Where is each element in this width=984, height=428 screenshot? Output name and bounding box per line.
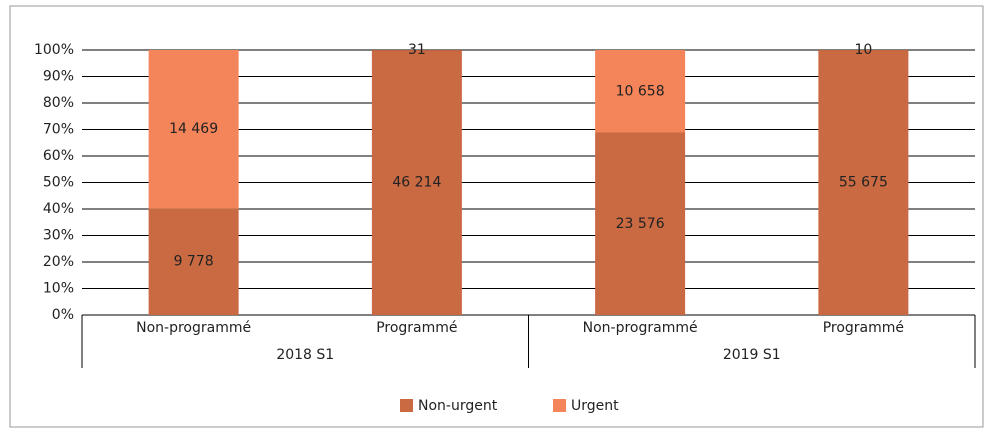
legend-swatch	[400, 399, 413, 412]
group-label: 2018 S1	[276, 347, 334, 363]
legend-swatch	[553, 399, 566, 412]
bar-segment	[818, 50, 909, 316]
bar-segment	[371, 50, 462, 315]
y-tick-label: 70%	[43, 122, 74, 138]
y-tick-label: 30%	[43, 228, 74, 244]
group-label: 2019 S1	[723, 347, 781, 363]
y-tick-label: 40%	[43, 201, 74, 217]
y-tick-label: 0%	[52, 307, 74, 323]
data-label: 14 469	[169, 121, 218, 137]
x-tick-label: Programmé	[823, 320, 904, 336]
chart-frame	[9, 5, 984, 428]
y-tick-label: 80%	[43, 95, 74, 111]
y-tick-label: 100%	[34, 42, 74, 58]
legend-label: Non-urgent	[418, 398, 498, 414]
bar-segment	[148, 208, 239, 315]
bar-segment	[595, 132, 686, 315]
legend-label: Urgent	[571, 398, 619, 414]
data-label: 9 778	[174, 254, 214, 270]
y-tick-label: 20%	[43, 254, 74, 270]
x-tick-label: Non-programmé	[136, 320, 251, 336]
data-label: 23 576	[616, 216, 665, 232]
y-tick-label: 50%	[43, 175, 74, 191]
y-tick-label: 10%	[43, 281, 74, 297]
data-label: 46 214	[392, 175, 441, 191]
data-label: 31	[408, 42, 426, 58]
bar-segment	[595, 50, 686, 133]
data-label: 55 675	[839, 175, 888, 191]
x-tick-label: Programmé	[376, 320, 457, 336]
y-tick-label: 90%	[43, 69, 74, 85]
x-tick-label: Non-programmé	[583, 320, 698, 336]
data-label: 10 658	[616, 83, 665, 99]
data-label: 10	[854, 42, 872, 58]
bar-segment	[148, 50, 239, 209]
y-tick-label: 60%	[43, 148, 74, 164]
